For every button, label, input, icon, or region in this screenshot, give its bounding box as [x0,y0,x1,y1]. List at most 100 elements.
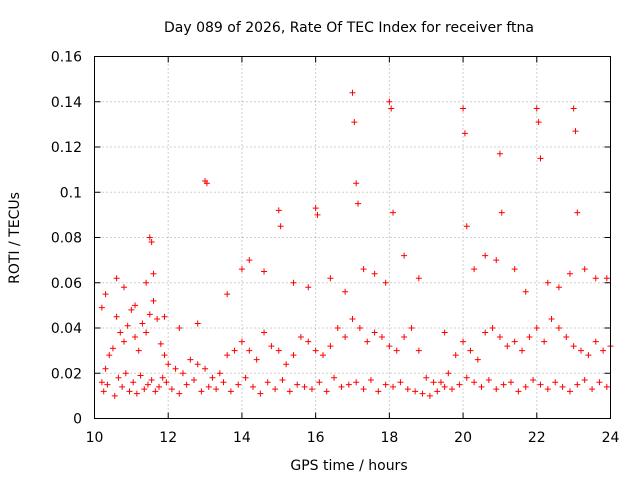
data-point [423,374,430,381]
data-point [342,334,349,341]
data-point [135,347,142,354]
data-point [143,279,150,286]
data-point [143,329,150,336]
data-point [533,105,540,112]
data-point [504,343,511,350]
data-point [360,266,367,273]
data-point [449,386,456,393]
data-point [426,392,433,399]
data-point [386,98,393,105]
data-point [603,275,610,282]
data-point [437,379,444,386]
data-point [511,266,518,273]
data-point [382,279,389,286]
data-point [585,352,592,359]
data-point [113,275,120,282]
data-point [552,379,559,386]
data-point [467,347,474,354]
x-tick-label: 12 [159,430,177,446]
data-point [213,386,220,393]
data-point [100,388,107,395]
data-point [526,334,533,341]
data-point [102,291,109,298]
data-point [238,266,245,273]
data-point [522,288,529,295]
data-point [235,381,242,388]
x-tick-label: 16 [307,430,325,446]
data-point [474,356,481,363]
data-point [314,211,321,218]
data-point [128,306,135,313]
data-point [316,379,323,386]
data-point [482,252,489,259]
data-point [419,390,426,397]
y-tick-label: 0.06 [51,276,82,292]
data-point [106,352,113,359]
data-point [578,347,585,354]
data-point [463,223,470,230]
data-point [434,388,441,395]
data-point [172,365,179,372]
data-point [183,381,190,388]
data-point [104,381,111,388]
data-point [198,388,205,395]
data-point [364,338,371,345]
data-point [277,223,284,230]
data-point [535,119,542,126]
axis-ticks [94,56,611,419]
data-point [154,315,161,322]
data-point [156,383,162,390]
data-point [157,340,164,347]
data-point [126,388,133,395]
data-point [430,379,437,386]
data-point [498,209,505,216]
data-point [283,361,290,368]
data-point [382,381,389,388]
data-point [353,180,360,187]
data-point [279,377,286,384]
data-point [482,329,489,336]
data-point [596,379,603,386]
data-point [205,383,212,390]
data-point [137,372,144,379]
data-point [119,383,126,390]
data-point [388,105,395,112]
y-tick-label: 0.04 [51,321,82,337]
data-point [522,383,529,390]
data-point [592,338,599,345]
data-point [563,334,570,341]
data-point [297,334,304,341]
data-point [224,291,231,298]
data-point [242,374,249,381]
data-point [161,352,168,359]
data-point [537,155,544,162]
y-tick-label: 0.16 [51,50,82,66]
chart-title: Day 089 of 2026, Rate Of TEC Index for r… [164,20,534,36]
data-point [323,388,330,395]
data-point [141,386,148,393]
plot-frame [94,56,611,419]
data-point [404,386,411,393]
data-point [301,383,308,390]
data-point [371,329,378,336]
data-point [397,379,404,386]
data-point [305,284,312,291]
data-point [312,205,319,212]
data-point [305,338,312,345]
data-point [485,377,492,384]
data-point [227,388,234,395]
y-tick-label: 0 [73,412,82,428]
data-point [111,392,118,399]
y-tick-label: 0.02 [51,366,82,382]
data-point [386,343,393,350]
data-point [261,268,268,275]
data-point [272,386,279,393]
data-point [122,370,129,377]
data-point [390,209,397,216]
data-point [238,338,245,345]
data-point [165,361,172,368]
x-tick-label: 18 [380,430,398,446]
data-point [566,388,573,395]
data-point [109,345,116,352]
